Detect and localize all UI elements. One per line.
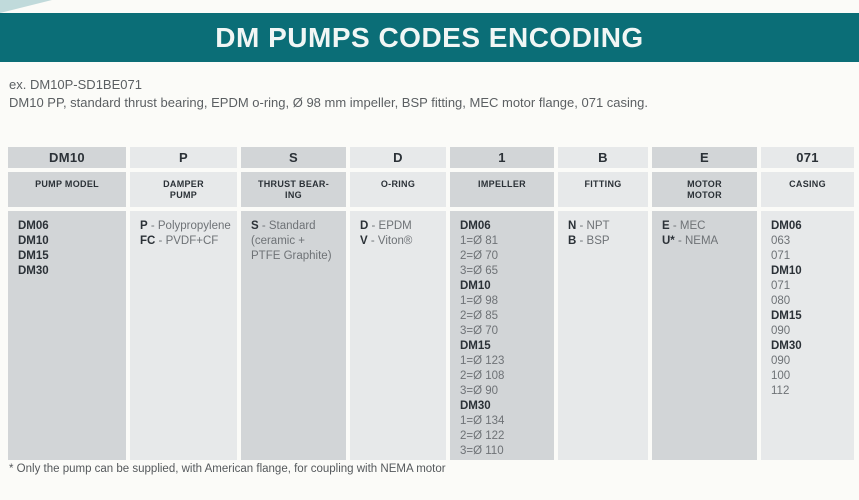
option-line: DM10 (460, 280, 491, 292)
option-line: DM06 (18, 220, 49, 232)
option-line: 3=Ø 90 (460, 385, 499, 397)
table-column-E: E MOTOR MOTOR E - MEC U* - NEMA (652, 147, 757, 460)
example-code: ex. DM10P-SD1BE071 (9, 77, 142, 92)
category-line: DAMPER (163, 179, 204, 189)
column-category: DAMPER PUMP (130, 172, 237, 207)
option-line: DM06 (460, 220, 491, 232)
category-line: PUMP MODEL (35, 179, 99, 189)
option-line: 2=Ø 70 (460, 250, 499, 262)
table-column-DM10: DM10 PUMP MODEL DM06 DM10 DM15 DM30 (8, 147, 126, 460)
footnote: * Only the pump can be supplied, with Am… (9, 463, 446, 475)
column-options: S - Standard (ceramic + PTFE Graphite) (241, 211, 346, 460)
column-options: P - Polypropylene FC - PVDF+CF (130, 211, 237, 460)
option-line: S - Standard (251, 220, 316, 232)
table-column-B: B FITTING N - NPT B - BSP (558, 147, 648, 460)
encoding-table: DM10 PUMP MODEL DM06 DM10 DM15 DM30 P DAMPER PUM… (8, 147, 854, 460)
category-line: FITTING (584, 179, 622, 189)
option-line: DM06 (771, 220, 802, 232)
title-bar: DM PUMPS CODES ENCODING (0, 13, 859, 62)
table-column-D: D O-RING D - EPDM V - Viton® (350, 147, 446, 460)
column-category: O-RING (350, 172, 446, 207)
option-line: E - MEC (662, 220, 706, 232)
option-line: DM10 (771, 265, 802, 277)
column-code: 071 (761, 147, 854, 168)
option-line: 1=Ø 98 (460, 295, 499, 307)
option-line: 090 (771, 355, 791, 367)
category-line: CASING (789, 179, 826, 189)
column-code: 1 (450, 147, 554, 168)
option-line: 071 (771, 250, 791, 262)
category-line: MOTOR (687, 179, 722, 189)
column-code: D (350, 147, 446, 168)
column-options: E - MEC U* - NEMA (652, 211, 757, 460)
column-options: N - NPT B - BSP (558, 211, 648, 460)
option-line: 112 (771, 385, 790, 397)
column-code: P (130, 147, 237, 168)
table-column-1: 1 IMPELLER DM06 1=Ø 81 2=Ø 70 3=Ø 65 DM10 1=Ø 9… (450, 147, 554, 460)
option-line: DM15 (771, 310, 802, 322)
option-line: 3=Ø 70 (460, 325, 499, 337)
option-line: FC - PVDF+CF (140, 235, 219, 247)
option-line: 2=Ø 122 (460, 430, 505, 442)
table-column-P: P DAMPER PUMP P - Polypropylene FC - PVDF+CF (130, 147, 237, 460)
option-line: DM15 (460, 340, 491, 352)
option-line: 1=Ø 81 (460, 235, 499, 247)
option-line: DM10 (18, 235, 49, 247)
column-options: DM06 063 071 DM10 071 080 DM15 090 DM30 090 100 112 (761, 211, 854, 460)
option-line: P - Polypropylene (140, 220, 231, 232)
column-category: PUMP MODEL (8, 172, 126, 207)
category-line: ING (285, 189, 302, 200)
corner-accent-shape (0, 0, 52, 13)
option-line: D - EPDM (360, 220, 412, 232)
option-line: 2=Ø 108 (460, 370, 505, 382)
option-line: N - NPT (568, 220, 610, 232)
option-line: V - Viton® (360, 235, 413, 247)
option-line: 090 (771, 325, 791, 337)
option-line: 1=Ø 123 (460, 355, 505, 367)
option-line: 071 (771, 280, 791, 292)
option-line: 2=Ø 85 (460, 310, 499, 322)
option-line: 080 (771, 295, 791, 307)
option-line: 1=Ø 134 (460, 415, 505, 427)
option-line: PTFE Graphite) (251, 250, 332, 262)
column-category: THRUST BEAR- ING (241, 172, 346, 207)
column-category: FITTING (558, 172, 648, 207)
column-options: DM06 DM10 DM15 DM30 (8, 211, 126, 460)
column-options: D - EPDM V - Viton® (350, 211, 446, 460)
column-code: B (558, 147, 648, 168)
column-code: E (652, 147, 757, 168)
option-line: 3=Ø 65 (460, 265, 499, 277)
option-line: 3=Ø 110 (460, 445, 504, 457)
table-column-S: S THRUST BEAR- ING S - Standard (ceramic + PT… (241, 147, 346, 460)
option-line: B - BSP (568, 235, 610, 247)
column-category: MOTOR MOTOR (652, 172, 757, 207)
option-line: U* - NEMA (662, 235, 719, 247)
category-line: PUMP (169, 189, 198, 200)
option-line: 100 (771, 370, 791, 382)
column-category: CASING (761, 172, 854, 207)
column-category: IMPELLER (450, 172, 554, 207)
example-description: DM10 PP, standard thrust bearing, EPDM o… (9, 94, 648, 110)
column-options: DM06 1=Ø 81 2=Ø 70 3=Ø 65 DM10 1=Ø 98 2=Ø 85 3=… (450, 211, 554, 460)
page-title: DM PUMPS CODES ENCODING (215, 21, 644, 53)
option-line: (ceramic + (251, 235, 305, 247)
column-code: S (241, 147, 346, 168)
table-column-071: 071 CASING DM06 063 071 DM10 071 080 DM15 090 DM30… (761, 147, 854, 460)
option-line: DM30 (771, 340, 802, 352)
option-line: DM15 (18, 250, 49, 262)
category-line: THRUST BEAR- (257, 179, 330, 189)
category-line: O-RING (380, 179, 416, 189)
column-code: DM10 (8, 147, 126, 168)
option-line: DM30 (460, 400, 491, 412)
category-line: MOTOR (687, 189, 722, 200)
option-line: 063 (771, 235, 791, 247)
category-line: IMPELLER (478, 179, 526, 189)
option-line: DM30 (18, 265, 49, 277)
example-block: ex. DM10P-SD1BE071 DM10 PP, standard thr… (9, 76, 648, 111)
